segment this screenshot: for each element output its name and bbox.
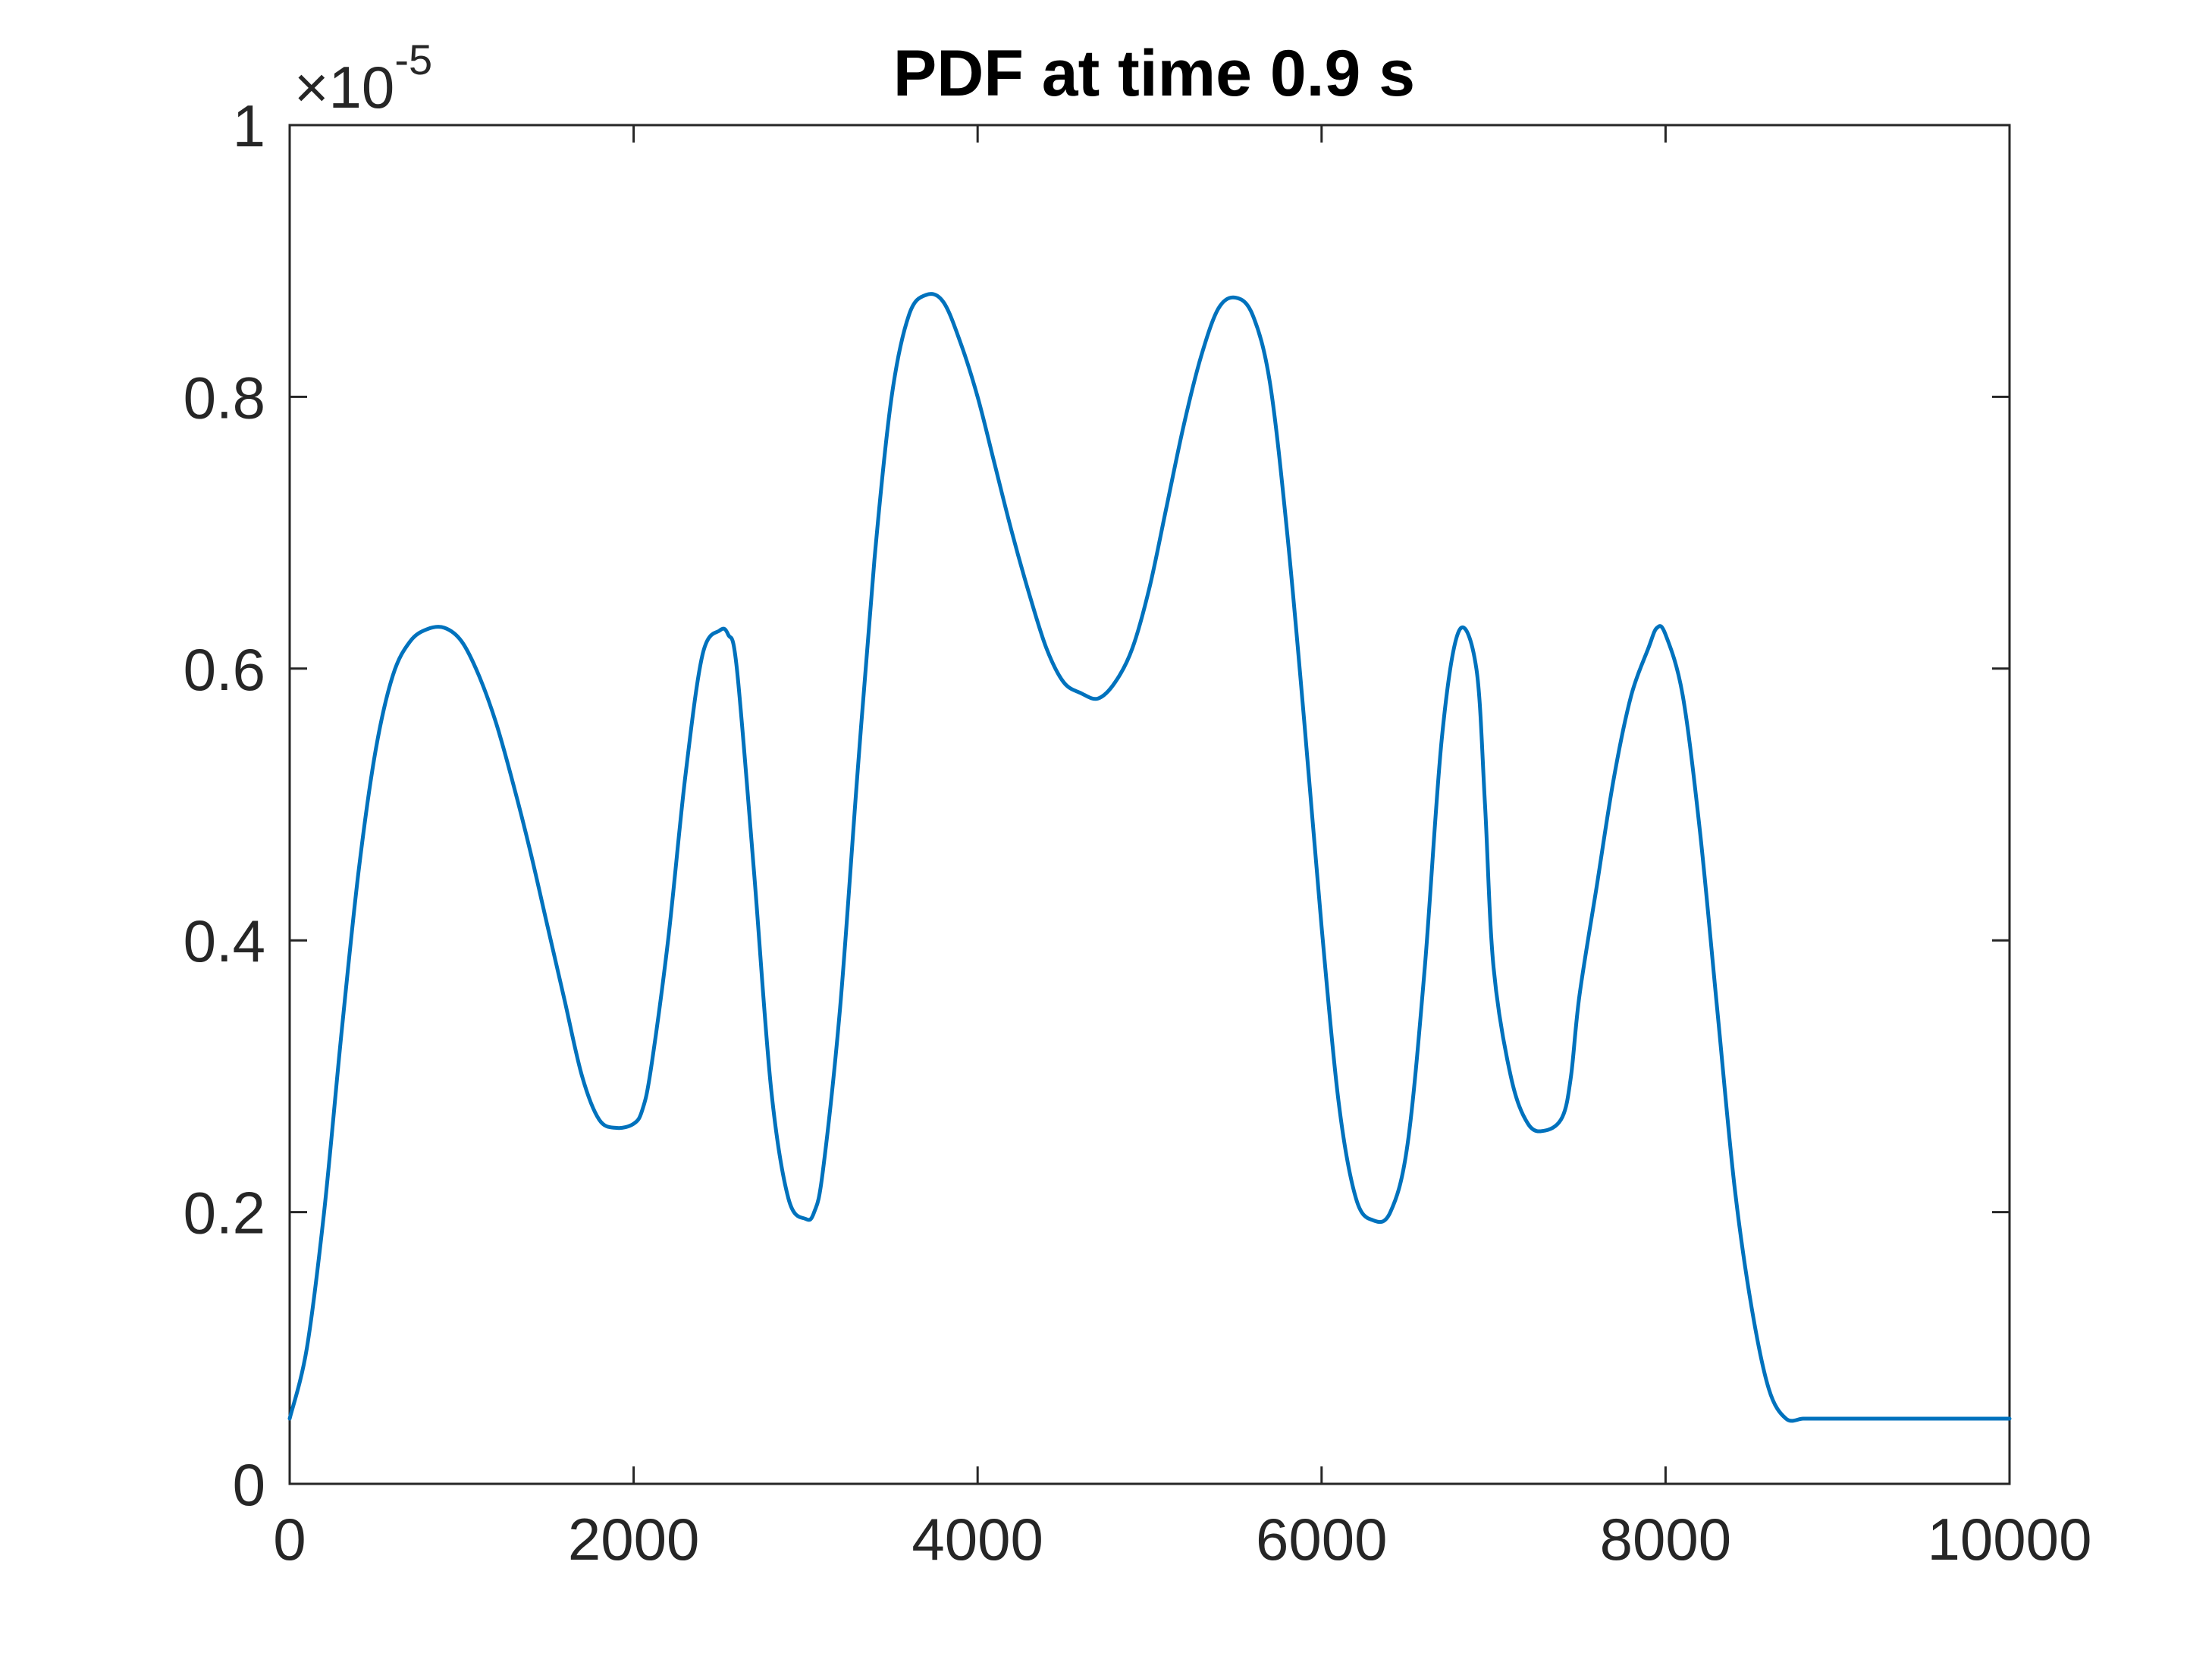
x-tick-label: 0 xyxy=(273,1506,306,1573)
plot-area: 0 2000 4000 6000 8000 10000 0 0.2 0.4 0.6 0.8 1 xyxy=(184,93,2092,1573)
y-tick-label: 0.4 xyxy=(184,908,265,974)
x-tick-label: 8000 xyxy=(1600,1506,1732,1573)
y-tick-label: 0.6 xyxy=(184,636,265,703)
x-tick-label: 10000 xyxy=(1928,1506,2092,1573)
y-multiplier-base: ×10 xyxy=(294,54,394,121)
x-tick-label: 2000 xyxy=(568,1506,700,1573)
axes-box xyxy=(288,124,2011,1485)
x-tick-label: 6000 xyxy=(1256,1506,1388,1573)
x-tick-label: 4000 xyxy=(911,1506,1043,1573)
pdf-series-line xyxy=(287,292,2012,1423)
chart-title: PDF at time 0.9 s xyxy=(893,37,1415,110)
y-tick-label: 0.2 xyxy=(184,1180,265,1247)
y-multiplier-exponent: -5 xyxy=(394,36,432,83)
y-tick-label: 1 xyxy=(233,93,265,159)
y-tick-label: 0 xyxy=(233,1451,265,1518)
y-multiplier-label: ×10-5 xyxy=(294,36,432,121)
y-tick-label: 0.8 xyxy=(184,364,265,431)
